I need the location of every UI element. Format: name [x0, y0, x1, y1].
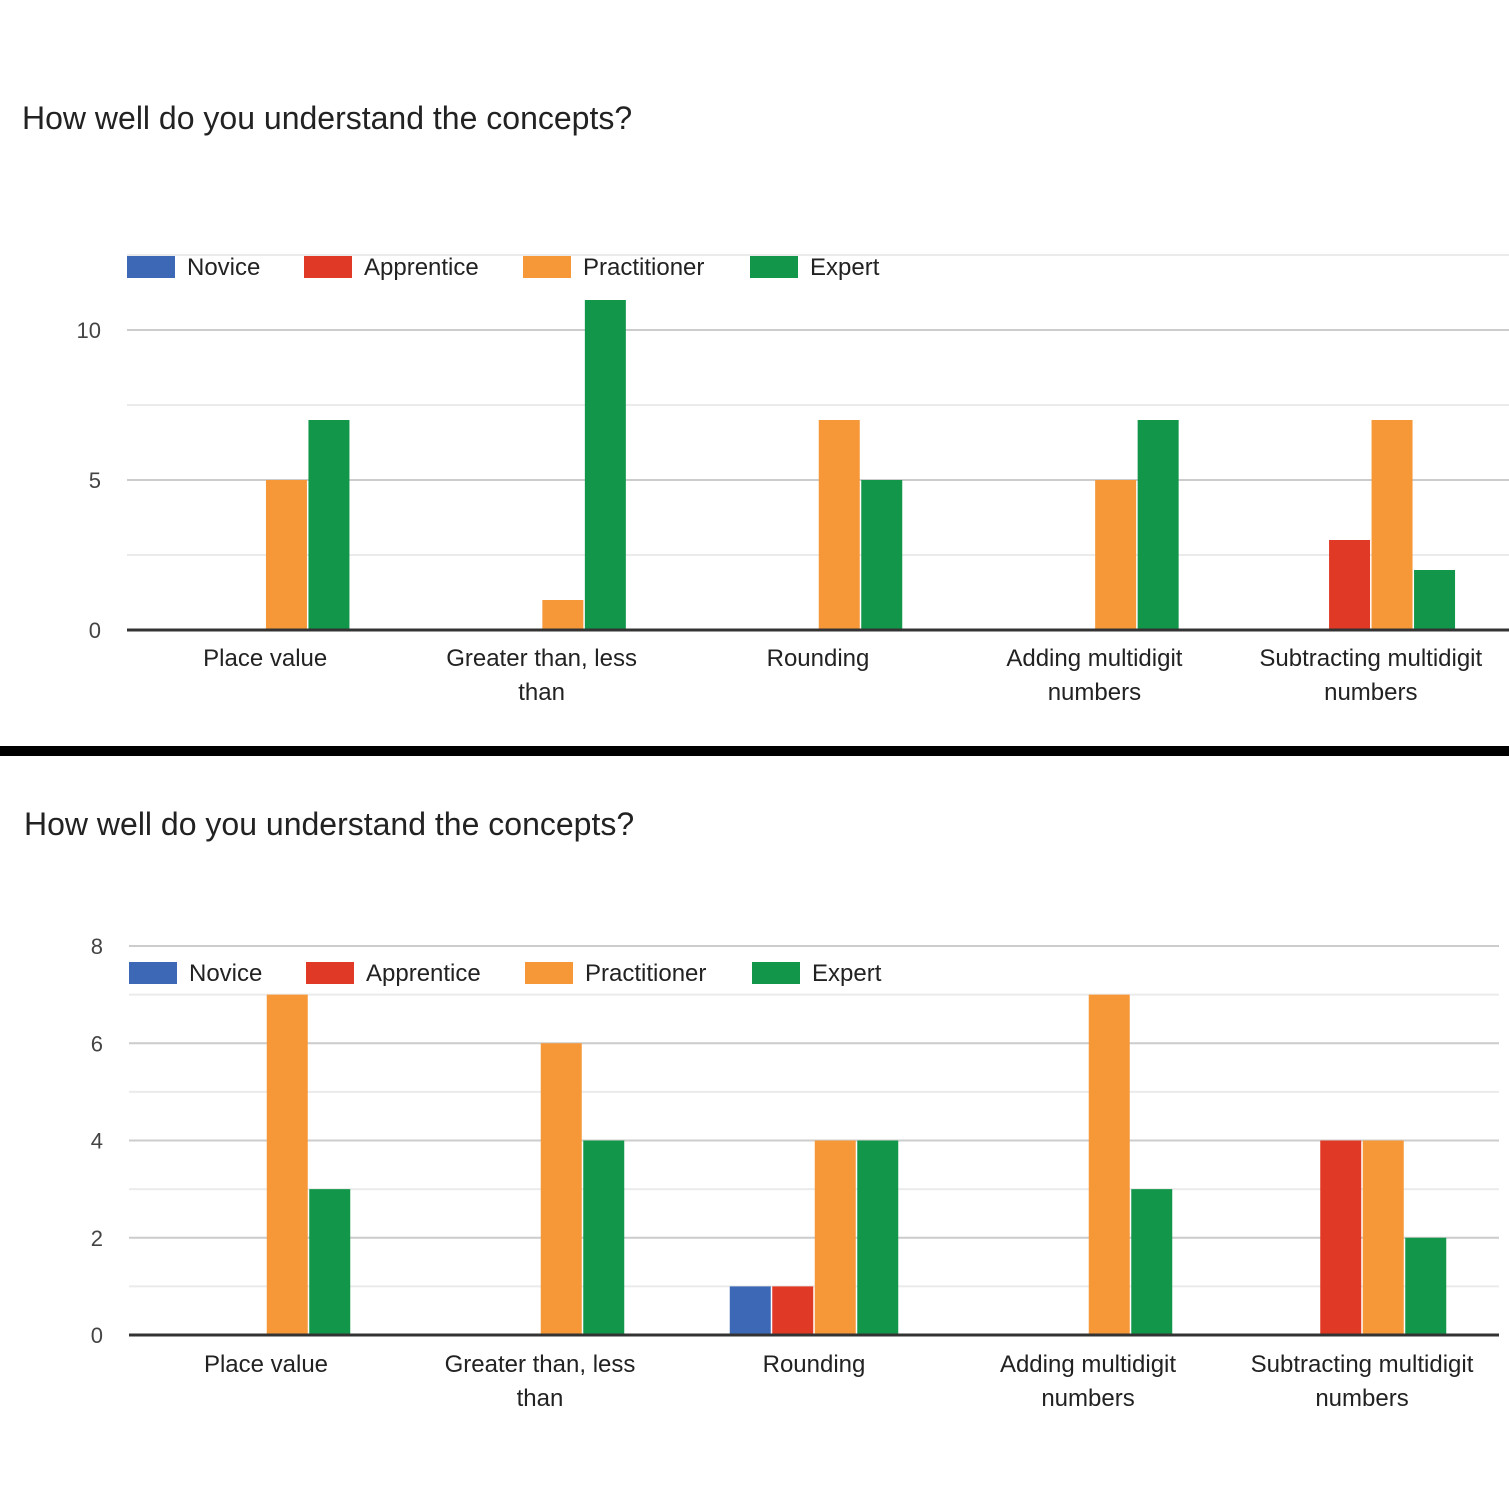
x-tick-label: Greater than, less	[445, 1351, 636, 1378]
bar-practitioner	[1095, 480, 1137, 630]
y-tick-label: 5	[89, 468, 101, 493]
x-tick-label: numbers	[1041, 1385, 1134, 1412]
legend-swatch-apprentice	[306, 962, 354, 984]
bar-practitioner	[542, 600, 584, 630]
bar-practitioner	[266, 994, 308, 1335]
legend-label-apprentice: Apprentice	[364, 254, 479, 281]
x-tick-label: Adding multidigit	[1006, 645, 1182, 672]
x-tick-label: than	[517, 1385, 564, 1412]
y-tick-label: 0	[89, 618, 101, 643]
bar-novice	[729, 1286, 771, 1335]
y-tick-label: 8	[91, 934, 103, 959]
legend-label-apprentice: Apprentice	[366, 960, 481, 987]
x-tick-label: Place value	[203, 645, 327, 672]
y-tick-label: 6	[91, 1031, 103, 1056]
chart-separator	[0, 746, 1509, 756]
bar-expert	[1414, 570, 1456, 630]
bar-practitioner	[814, 1140, 856, 1335]
chart-title-1: How well do you understand the concepts?	[22, 100, 633, 136]
legend-swatch-practitioner	[525, 962, 573, 984]
legend-swatch-novice	[127, 256, 175, 278]
bar-expert	[308, 420, 350, 630]
legend-label-novice: Novice	[189, 960, 262, 987]
legend-label-novice: Novice	[187, 254, 260, 281]
x-tick-label: Greater than, less	[446, 645, 637, 672]
x-tick-label: numbers	[1315, 1385, 1408, 1412]
legend-swatch-expert	[750, 256, 798, 278]
x-tick-label: Subtracting multidigit	[1259, 645, 1482, 672]
y-tick-label: 0	[91, 1323, 103, 1348]
x-tick-label: Place value	[204, 1351, 328, 1378]
x-tick-label: numbers	[1324, 679, 1417, 706]
y-tick-label: 4	[91, 1129, 103, 1154]
x-tick-label: Rounding	[767, 645, 870, 672]
x-tick-label: than	[518, 679, 565, 706]
y-tick-label: 2	[91, 1226, 103, 1251]
y-tick-label: 10	[77, 318, 101, 343]
legend-label-practitioner: Practitioner	[585, 960, 706, 987]
bar-apprentice	[1329, 540, 1371, 630]
bar-expert	[861, 480, 903, 630]
legend-label-practitioner: Practitioner	[583, 254, 704, 281]
bar-practitioner	[818, 420, 860, 630]
bar-practitioner	[1088, 994, 1130, 1335]
x-tick-label: Subtracting multidigit	[1251, 1351, 1474, 1378]
bar-practitioner	[1371, 420, 1413, 630]
x-tick-label: numbers	[1048, 679, 1141, 706]
bar-expert	[584, 300, 626, 630]
bar-practitioner	[265, 480, 307, 630]
legend-swatch-practitioner	[523, 256, 571, 278]
bar-practitioner	[1362, 1140, 1404, 1335]
chart-title-2: How well do you understand the concepts?	[24, 806, 635, 842]
bar-expert	[1131, 1189, 1173, 1335]
bar-practitioner	[540, 1043, 582, 1335]
x-tick-label: Rounding	[763, 1351, 866, 1378]
bar-expert	[1137, 420, 1179, 630]
bar-expert	[309, 1189, 351, 1335]
legend-swatch-apprentice	[304, 256, 352, 278]
bar-apprentice	[1320, 1140, 1362, 1335]
bar-apprentice	[772, 1286, 814, 1335]
legend-swatch-expert	[752, 962, 800, 984]
legend-label-expert: Expert	[812, 960, 882, 987]
bar-expert	[583, 1140, 625, 1335]
bar-expert	[857, 1140, 899, 1335]
x-tick-label: Adding multidigit	[1000, 1351, 1176, 1378]
legend-swatch-novice	[129, 962, 177, 984]
bar-expert	[1405, 1237, 1447, 1335]
legend-label-expert: Expert	[810, 254, 880, 281]
